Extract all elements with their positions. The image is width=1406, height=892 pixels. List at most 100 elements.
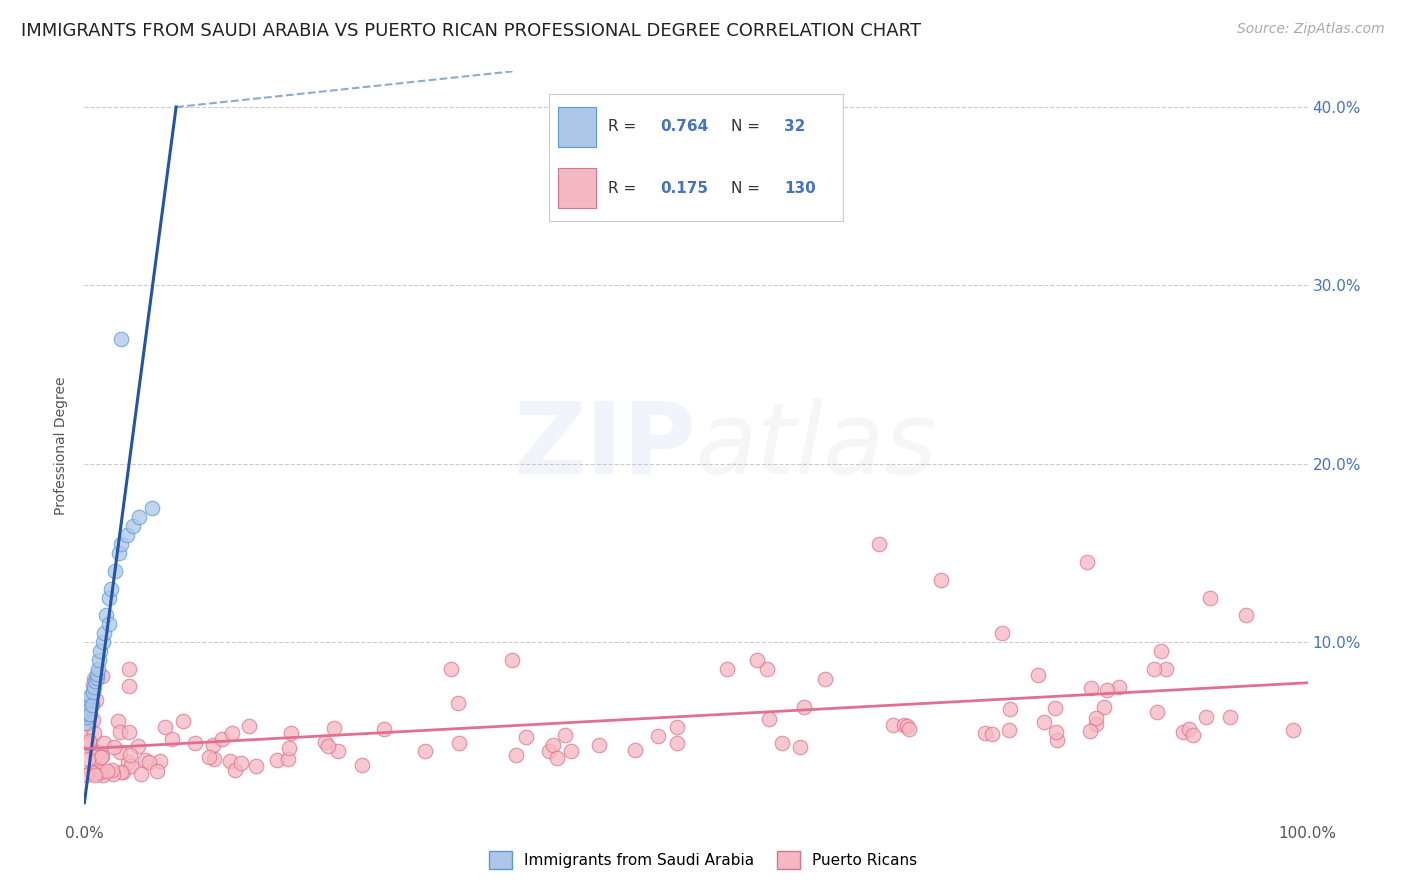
Point	[1045, 701, 1067, 715]
Point	[1143, 662, 1166, 676]
Point	[91, 669, 114, 683]
Point	[1150, 644, 1173, 658]
Point	[120, 748, 142, 763]
Point	[75, 709, 97, 723]
Point	[82, 685, 104, 699]
Point	[80, 764, 103, 778]
Point	[666, 736, 689, 750]
Point	[84, 674, 107, 689]
Point	[86, 671, 108, 685]
Point	[107, 714, 129, 728]
Point	[314, 735, 336, 749]
Point	[82, 678, 104, 692]
Point	[77, 706, 100, 721]
Point	[83, 766, 105, 780]
Point	[1182, 728, 1205, 742]
Point	[245, 759, 267, 773]
Point	[231, 756, 253, 770]
Point	[122, 519, 145, 533]
Point	[1085, 717, 1108, 731]
Point	[76, 703, 98, 717]
Point	[280, 725, 302, 739]
Text: IMMIGRANTS FROM SAUDI ARABIA VS PUERTO RICAN PROFESSIONAL DEGREE CORRELATION CHA: IMMIGRANTS FROM SAUDI ARABIA VS PUERTO R…	[21, 22, 921, 40]
Point	[93, 626, 115, 640]
Point	[1094, 700, 1116, 714]
Point	[896, 719, 918, 733]
Point	[323, 721, 346, 735]
Point	[75, 767, 97, 781]
Point	[316, 739, 339, 753]
Text: Source: ZipAtlas.com: Source: ZipAtlas.com	[1237, 22, 1385, 37]
Point	[172, 714, 194, 728]
Point	[415, 743, 437, 757]
Point	[101, 763, 124, 777]
Point	[82, 713, 104, 727]
Point	[218, 754, 240, 768]
Point	[183, 736, 205, 750]
Point	[75, 715, 97, 730]
Point	[929, 573, 952, 587]
Point	[110, 537, 132, 551]
Point	[770, 736, 793, 750]
Point	[138, 755, 160, 769]
Point	[108, 725, 131, 739]
Point	[505, 748, 527, 763]
Point	[991, 626, 1014, 640]
Point	[882, 718, 904, 732]
Point	[266, 753, 288, 767]
Point	[1198, 591, 1220, 605]
Point	[211, 732, 233, 747]
Point	[107, 546, 129, 560]
Point	[120, 758, 142, 772]
Point	[76, 752, 98, 766]
Legend: Immigrants from Saudi Arabia, Puerto Ricans: Immigrants from Saudi Arabia, Puerto Ric…	[482, 845, 924, 875]
Point	[665, 720, 688, 734]
Point	[118, 679, 141, 693]
Point	[118, 725, 141, 739]
Point	[893, 718, 915, 732]
Point	[541, 738, 564, 752]
Point	[747, 653, 769, 667]
Point	[755, 662, 778, 676]
Point	[224, 763, 246, 777]
Point	[998, 702, 1021, 716]
Point	[91, 768, 114, 782]
Point	[84, 767, 107, 781]
Point	[998, 723, 1021, 738]
Point	[502, 653, 524, 667]
Point	[647, 729, 669, 743]
Point	[87, 662, 110, 676]
Point	[91, 635, 114, 649]
Point	[79, 689, 101, 703]
Point	[83, 726, 105, 740]
Point	[129, 766, 152, 780]
Point	[84, 693, 107, 707]
Point	[221, 725, 243, 739]
Point	[1080, 681, 1102, 695]
Point	[80, 698, 103, 712]
Point	[76, 710, 98, 724]
Point	[77, 692, 100, 706]
Point	[110, 332, 132, 346]
Point	[980, 727, 1002, 741]
Point	[588, 738, 610, 752]
Point	[87, 653, 110, 667]
Point	[1108, 681, 1130, 695]
Point	[1173, 725, 1195, 739]
Point	[96, 608, 118, 623]
Point	[110, 745, 132, 759]
Point	[277, 752, 299, 766]
Point	[103, 739, 125, 754]
Point	[201, 738, 224, 752]
Point	[1097, 683, 1119, 698]
Point	[1045, 724, 1067, 739]
Point	[546, 750, 568, 764]
Point	[1046, 733, 1069, 747]
Point	[554, 728, 576, 742]
Point	[447, 736, 470, 750]
Point	[537, 744, 560, 758]
Point	[1154, 662, 1177, 676]
Point	[87, 746, 110, 760]
Point	[112, 764, 135, 779]
Point	[373, 722, 395, 736]
